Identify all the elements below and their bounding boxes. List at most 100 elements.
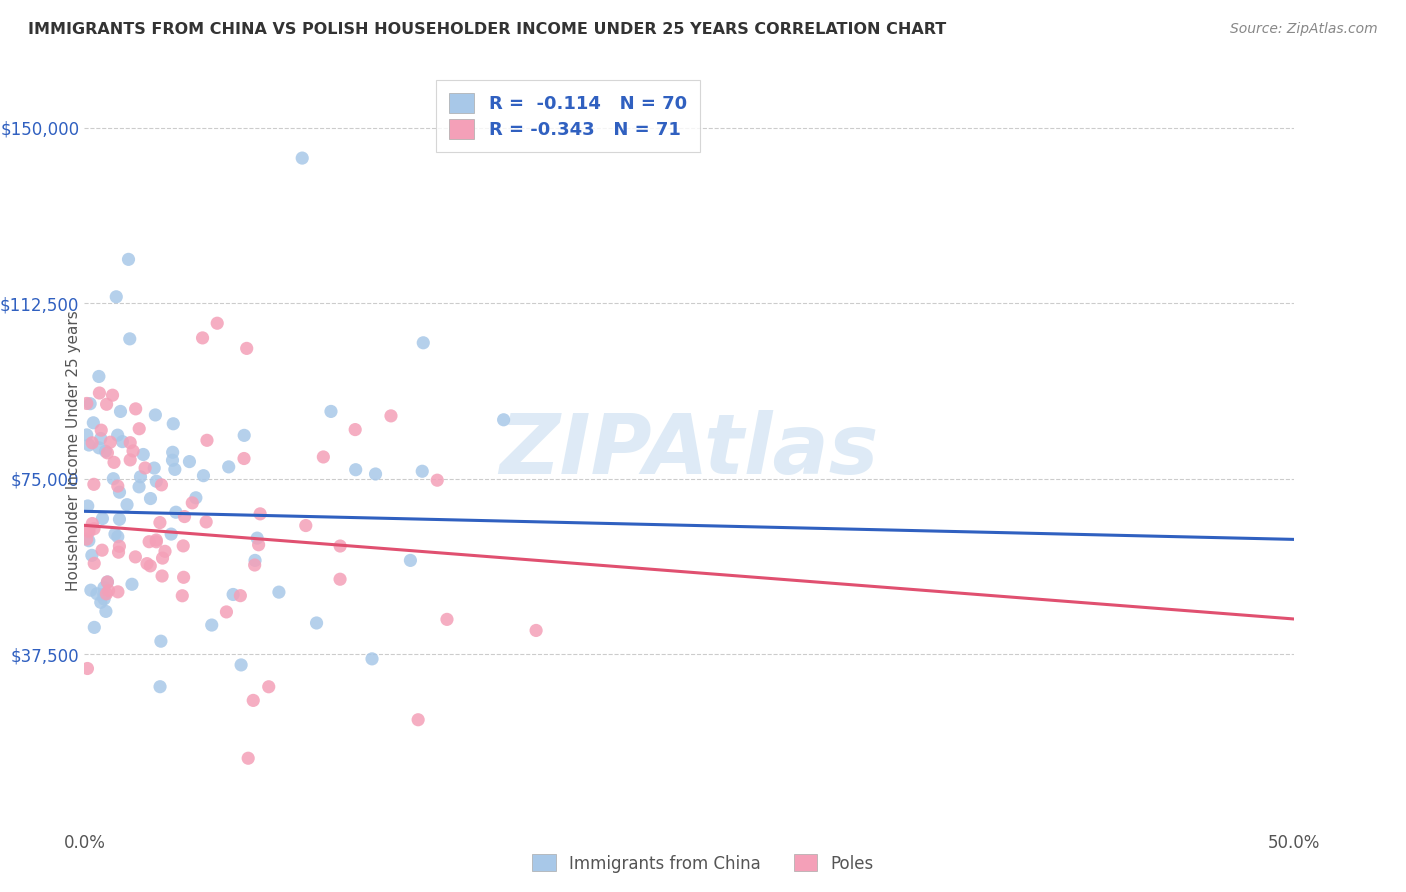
Point bbox=[172, 589, 194, 603]
Point bbox=[145, 533, 167, 547]
Point bbox=[149, 634, 172, 648]
Point bbox=[149, 680, 172, 694]
Point bbox=[233, 428, 256, 442]
Point bbox=[257, 680, 280, 694]
Point bbox=[172, 539, 194, 553]
Point bbox=[218, 459, 240, 474]
Point bbox=[121, 577, 143, 591]
Point bbox=[201, 618, 224, 632]
Legend: R =  -0.114   N = 70, R = -0.343   N = 71: R = -0.114 N = 70, R = -0.343 N = 71 bbox=[436, 80, 700, 152]
Point bbox=[247, 538, 270, 552]
Point bbox=[120, 435, 142, 450]
Point bbox=[108, 539, 131, 553]
Point bbox=[76, 396, 98, 410]
Point bbox=[162, 417, 184, 431]
Point bbox=[160, 527, 183, 541]
Text: ZIPAtlas: ZIPAtlas bbox=[499, 410, 879, 491]
Point bbox=[136, 557, 159, 571]
Point bbox=[173, 570, 195, 584]
Y-axis label: Householder Income Under 25 years: Householder Income Under 25 years bbox=[66, 310, 80, 591]
Point bbox=[162, 453, 184, 467]
Point bbox=[150, 569, 173, 583]
Point bbox=[215, 605, 238, 619]
Point bbox=[89, 386, 111, 401]
Point bbox=[91, 543, 114, 558]
Point bbox=[93, 587, 115, 601]
Point bbox=[364, 467, 387, 481]
Point bbox=[104, 527, 127, 541]
Point bbox=[150, 478, 173, 492]
Point bbox=[124, 401, 146, 416]
Point bbox=[96, 446, 118, 460]
Legend: Immigrants from China, Poles: Immigrants from China, Poles bbox=[526, 847, 880, 880]
Point bbox=[138, 534, 160, 549]
Point bbox=[134, 461, 156, 475]
Point bbox=[145, 534, 167, 549]
Point bbox=[179, 454, 201, 468]
Point bbox=[139, 491, 162, 506]
Point bbox=[77, 524, 100, 539]
Point bbox=[96, 574, 118, 589]
Point bbox=[312, 450, 335, 464]
Point bbox=[243, 558, 266, 572]
Point bbox=[128, 422, 150, 436]
Point bbox=[361, 652, 384, 666]
Point bbox=[132, 448, 155, 462]
Point bbox=[329, 572, 352, 586]
Point bbox=[96, 574, 118, 589]
Point bbox=[129, 469, 152, 483]
Point bbox=[86, 587, 108, 601]
Point bbox=[108, 485, 131, 500]
Point bbox=[124, 549, 146, 564]
Point bbox=[162, 445, 184, 459]
Point bbox=[101, 388, 124, 402]
Point bbox=[107, 545, 129, 559]
Point bbox=[103, 472, 125, 486]
Point bbox=[87, 441, 110, 455]
Point bbox=[426, 473, 449, 487]
Point bbox=[235, 342, 257, 356]
Point bbox=[87, 369, 110, 384]
Point bbox=[83, 522, 105, 536]
Point bbox=[83, 620, 105, 634]
Point bbox=[107, 530, 129, 544]
Point bbox=[145, 408, 167, 422]
Point bbox=[222, 587, 245, 601]
Point bbox=[152, 551, 174, 566]
Point bbox=[412, 335, 434, 350]
Point bbox=[110, 404, 132, 418]
Point bbox=[120, 453, 142, 467]
Point bbox=[94, 444, 117, 458]
Point bbox=[77, 533, 100, 548]
Point bbox=[492, 413, 515, 427]
Point bbox=[229, 589, 252, 603]
Point bbox=[344, 423, 367, 437]
Point bbox=[191, 331, 214, 345]
Point bbox=[294, 518, 316, 533]
Point bbox=[90, 423, 112, 437]
Text: Source: ZipAtlas.com: Source: ZipAtlas.com bbox=[1230, 22, 1378, 37]
Point bbox=[97, 583, 120, 598]
Point bbox=[107, 428, 129, 442]
Point bbox=[107, 479, 129, 493]
Point bbox=[83, 477, 105, 491]
Point bbox=[76, 661, 98, 675]
Point bbox=[105, 290, 128, 304]
Point bbox=[399, 553, 422, 567]
Point bbox=[195, 515, 218, 529]
Point bbox=[117, 252, 139, 267]
Point bbox=[524, 624, 547, 638]
Point bbox=[93, 591, 115, 606]
Point bbox=[76, 532, 98, 546]
Point bbox=[77, 523, 100, 537]
Point bbox=[406, 713, 429, 727]
Point bbox=[82, 516, 104, 531]
Point bbox=[380, 409, 402, 423]
Point bbox=[80, 583, 103, 598]
Point bbox=[411, 464, 433, 478]
Point bbox=[76, 499, 98, 513]
Point bbox=[76, 428, 98, 442]
Point bbox=[82, 416, 104, 430]
Point bbox=[90, 432, 112, 446]
Point bbox=[96, 397, 118, 411]
